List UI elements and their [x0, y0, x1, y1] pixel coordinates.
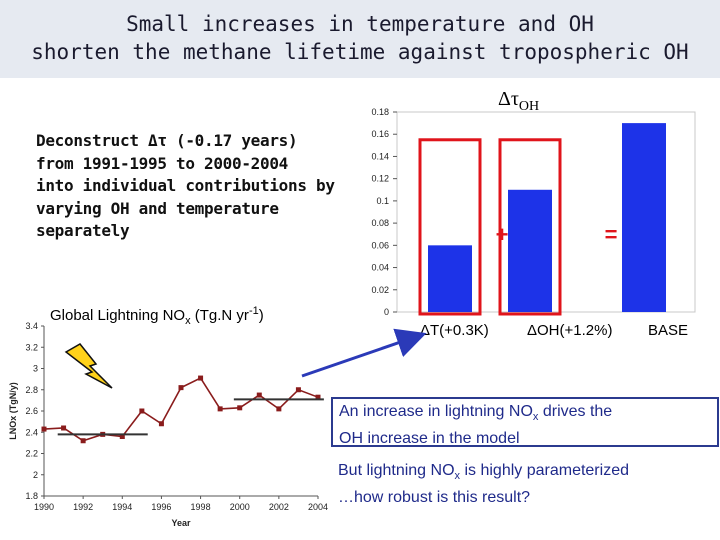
note-line-1b: is highly parameterized	[460, 462, 629, 479]
deconstruct-line-3: into individual contributions by	[36, 176, 335, 195]
lightning-label-units-b: )	[258, 307, 264, 324]
lightning-bolt-shape	[64, 343, 113, 389]
line-y-tick-label: 2.4	[25, 427, 38, 437]
line-y-tick-label: 2	[33, 470, 38, 480]
line-y-tick-label: 2.8	[25, 385, 38, 395]
lightning-bolt-icon	[64, 343, 113, 389]
note-line-1a: But lightning NO	[338, 462, 455, 479]
lightning-data-point	[256, 392, 262, 398]
callout-line-1-sub: x	[532, 411, 539, 424]
lightning-data-point	[217, 406, 223, 412]
callout-line-1: An increase in lightning NOx drives the	[339, 401, 711, 428]
category-label-dt: ΔT(+0.3K)	[420, 322, 489, 339]
page-title: Small increases in temperature and OH sh…	[0, 10, 720, 66]
lightning-data-point	[198, 375, 204, 381]
bar-chart-title-main: Δτ	[498, 88, 519, 110]
lightning-data-point	[61, 425, 67, 431]
equals-operator: =	[605, 222, 618, 247]
highlight-box	[418, 138, 482, 316]
lightning-label-units-a: (Tg.N yr	[190, 307, 249, 324]
line-x-tick-label: 1992	[73, 502, 93, 512]
bar	[508, 189, 552, 312]
bar-y-tick-label: 0.14	[371, 151, 389, 161]
line-x-tick-label: 2002	[269, 502, 289, 512]
bar-y-tick-label: 0.1	[376, 196, 389, 206]
robustness-note: But lightning NOx is highly parameterize…	[338, 460, 718, 509]
lightning-data-point	[41, 426, 47, 432]
lightning-data-point	[80, 438, 86, 444]
line-x-axis-label: Year	[171, 518, 191, 528]
lightning-data-point	[315, 394, 321, 400]
line-y-tick-label: 3	[33, 364, 38, 374]
deconstruct-line-4: varying OH and temperature	[36, 198, 279, 218]
title-line-2: shorten the methane lifetime against tro…	[31, 40, 689, 64]
bar-y-tick-label: 0.16	[371, 129, 389, 139]
line-x-tick-label: 1990	[34, 502, 54, 512]
line-x-tick-label: 1998	[191, 502, 211, 512]
lightning-data-point	[276, 406, 282, 412]
note-line-2: …how robust is this result?	[338, 489, 531, 507]
lightning-data-point	[295, 387, 301, 393]
lightning-data-point	[158, 421, 164, 427]
line-y-tick-label: 1.8	[25, 491, 38, 501]
lightning-data-point	[139, 408, 145, 414]
bar	[622, 123, 666, 312]
line-x-tick-label: 1994	[112, 502, 132, 512]
lightning-data-point	[119, 434, 125, 439]
note-line-1-sub: x	[454, 470, 461, 483]
lightning-label-sub: x	[185, 315, 191, 327]
callout-line-2: OH increase in the model	[339, 430, 520, 448]
plus-operator: +	[496, 222, 509, 247]
arrow-overlay	[301, 328, 427, 378]
lightning-callout-box: An increase in lightning NOx drives the …	[331, 397, 719, 447]
title-line-1: Small increases in temperature and OH	[126, 12, 594, 36]
lightning-data-point	[237, 405, 243, 411]
bar-chart-title: ΔτOH	[498, 88, 539, 115]
bar-chart-title-sub: OH	[518, 99, 540, 114]
category-label-base: BASE	[648, 322, 689, 339]
pointer-arrow	[301, 328, 427, 378]
bar	[428, 245, 472, 312]
title-band	[0, 0, 720, 78]
lightning-line-chart: 1.8 2 2.2 2.4 2.6 2.8 3 3.2 3.4 1990 1992 1994 1996 1…	[8, 321, 328, 528]
deconstruct-text: Deconstruct Δτ (-0.17 years) from 1991-1…	[36, 130, 356, 243]
bar-y-tick-label: 0.02	[371, 285, 389, 295]
line-y-tick-label: 2.6	[25, 406, 38, 416]
bar-y-tick-label: 0.04	[371, 263, 389, 273]
deconstruct-line-1: Deconstruct Δτ (-0.17 years)	[36, 131, 298, 150]
bar-y-tick-label: 0.06	[371, 240, 389, 250]
deconstruct-line-2: from 1991-1995 to 2000-2004	[36, 153, 288, 173]
bar-y-tick-label: 0	[384, 307, 389, 317]
callout-line-1b: drives the	[538, 403, 613, 420]
line-y-tick-label: 3.4	[25, 321, 38, 331]
line-y-axis-label: LNOx (TgN/y)	[8, 382, 18, 440]
line-x-tick-label: 1996	[151, 502, 171, 512]
highlight-box	[498, 138, 562, 316]
line-y-tick-label: 3.2	[25, 342, 38, 352]
lightning-chart-label: Global Lightning NOx (Tg.N yr-1)	[50, 305, 264, 327]
bar-chart: 0 0.02 0.04 0.06 0.08 0.1 0.12 0.14 0.16 0.18 + =	[371, 107, 696, 317]
bar-y-tick-label: 0.08	[371, 218, 389, 228]
category-label-doh: ΔOH(+1.2%)	[527, 322, 613, 339]
lightning-label-units-sup: -1	[248, 305, 259, 317]
deconstruct-line-5: separately	[36, 221, 130, 240]
bar-y-tick-label: 0.18	[371, 107, 389, 117]
lightning-data-point	[178, 385, 184, 391]
bar-y-tick-label: 0.12	[371, 174, 389, 184]
line-y-tick-label: 2.2	[25, 449, 38, 459]
line-x-tick-label: 2000	[230, 502, 250, 512]
note-line-1: But lightning NOx is highly parameterize…	[338, 460, 718, 487]
line-x-tick-label: 2004	[308, 502, 328, 512]
lightning-label-main: Global Lightning NO	[50, 307, 186, 324]
callout-line-1a: An increase in lightning NO	[339, 403, 533, 420]
